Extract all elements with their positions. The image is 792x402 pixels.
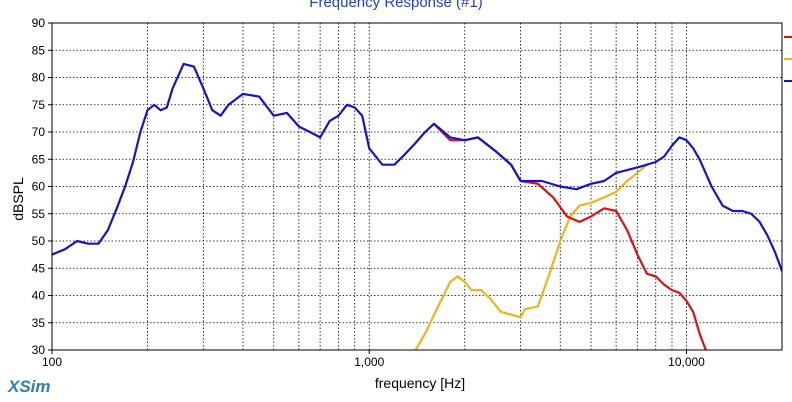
x-tick-label: 1,000 [354,355,384,369]
x-tick-label: 10,000 [668,355,705,369]
x-axis-label: frequency [Hz] [374,375,466,391]
y-tick-label: 35 [32,316,46,330]
y-tick-label: 75 [32,98,46,112]
y-tick-label: 50 [32,234,46,248]
x-tick-label: 100 [42,355,62,369]
xsim-logo: XSim [8,377,51,396]
y-tick-label: 65 [32,152,46,166]
y-tick-label: 55 [32,207,46,221]
y-axis-label: dBSPL [10,177,26,221]
y-tick-label: 90 [32,16,46,30]
y-tick-label: 30 [32,343,46,357]
y-tick-label: 60 [32,180,46,194]
y-tick-label: 85 [32,43,46,57]
y-tick-label: 70 [32,125,46,139]
y-tick-label: 80 [32,71,46,85]
plot-frame [51,22,783,351]
series-line-1 [414,163,648,350]
chart-title: Frequency Response (#1) [309,0,483,11]
y-tick-label: 45 [32,261,46,275]
y-tick-label: 40 [32,289,46,303]
series-line-3 [52,62,782,273]
